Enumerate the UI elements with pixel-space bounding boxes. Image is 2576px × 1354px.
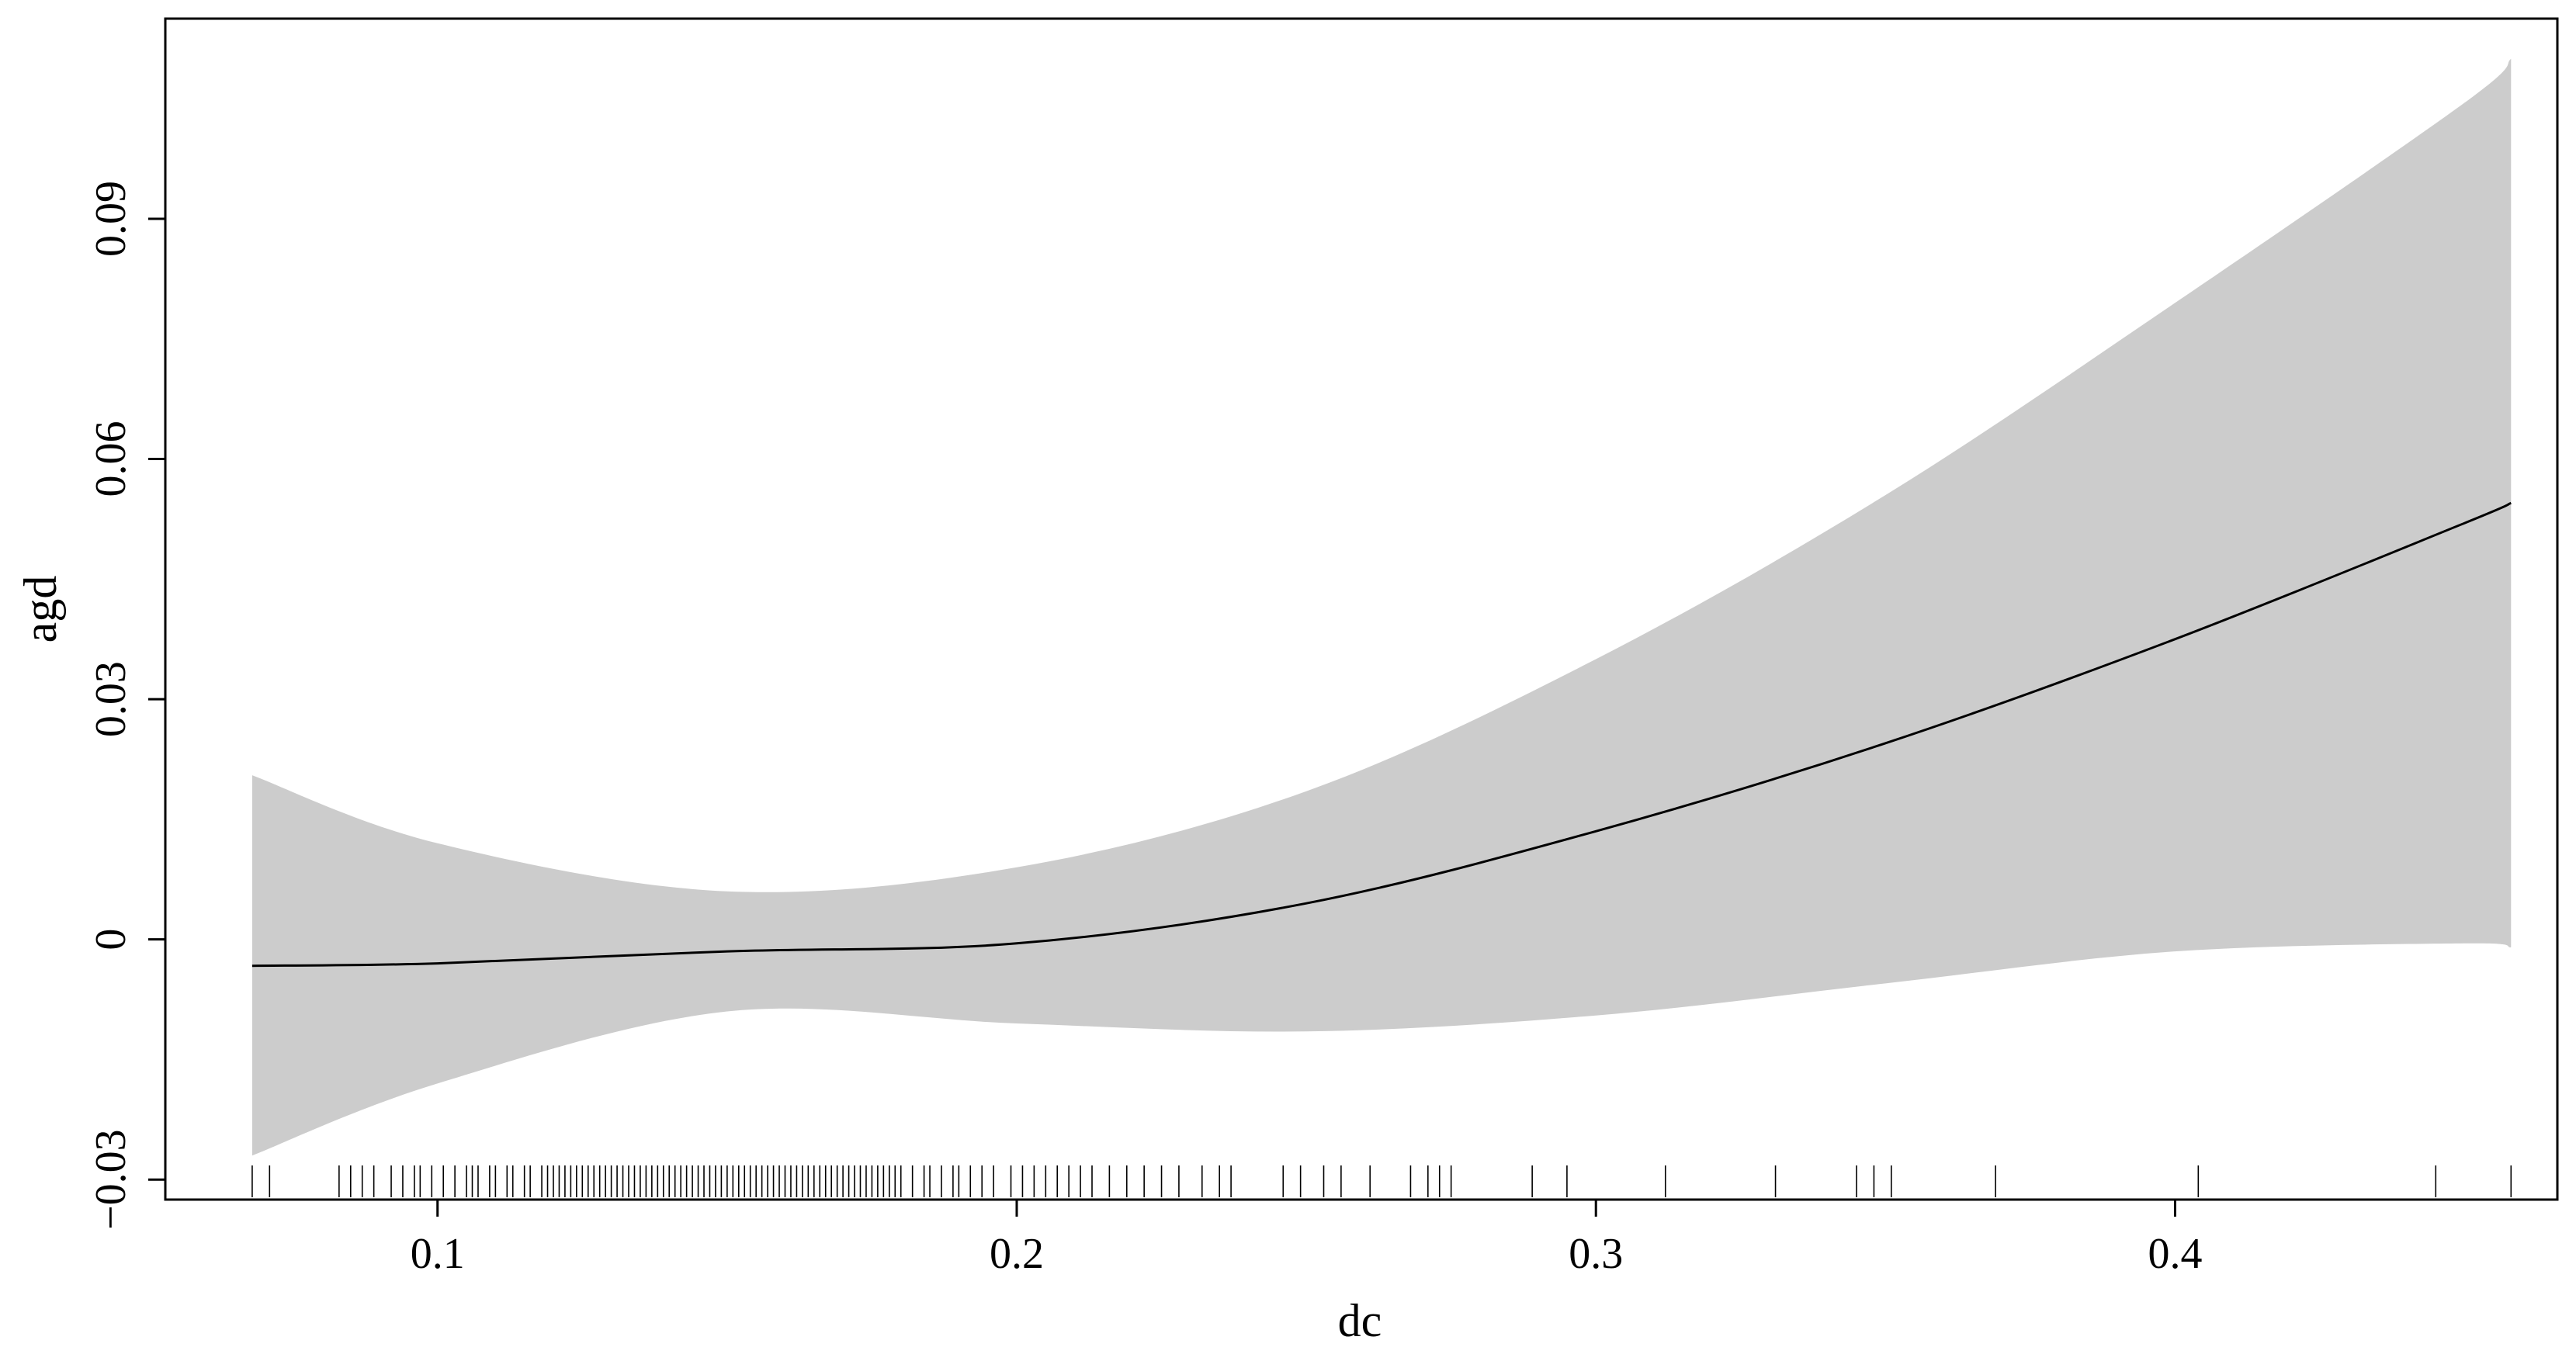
plot-frame bbox=[164, 17, 2559, 1201]
y-tick-label: 0.03 bbox=[87, 661, 135, 737]
y-tick-label: 0.09 bbox=[87, 181, 135, 257]
fit-line bbox=[251, 501, 2512, 968]
x-axis: 0.1 0.2 0.3 0.4 bbox=[411, 1200, 2202, 1278]
y-tick-label: −0.03 bbox=[87, 1129, 135, 1230]
confidence-band bbox=[251, 58, 2512, 1156]
rug-marks bbox=[251, 1165, 2512, 1197]
x-tick-label: 0.1 bbox=[411, 1230, 465, 1278]
x-tick-label: 0.2 bbox=[990, 1230, 1044, 1278]
y-tick-label: 0 bbox=[87, 929, 135, 951]
x-tick-label: 0.4 bbox=[2148, 1230, 2202, 1278]
y-axis-title: agd bbox=[15, 576, 66, 643]
x-axis-title: dc bbox=[1338, 1295, 1382, 1346]
y-tick-label: 0.06 bbox=[87, 421, 135, 497]
y-axis: −0.03 0 0.03 0.06 0.09 bbox=[87, 181, 165, 1230]
x-tick-label: 0.3 bbox=[1569, 1230, 1623, 1278]
